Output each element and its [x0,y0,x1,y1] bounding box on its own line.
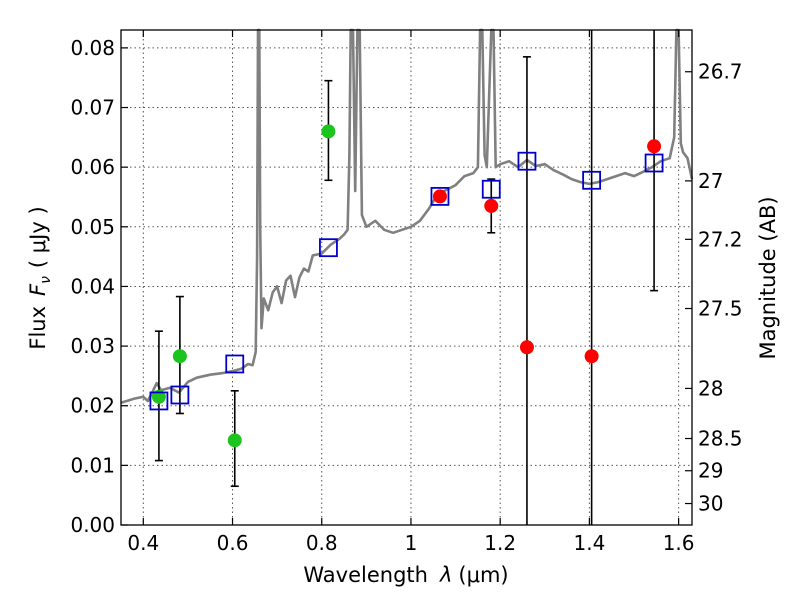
model-flux-square [517,151,537,171]
mag-tick-label: 28.5 [698,427,743,451]
y-tick-label: 0.03 [70,334,115,358]
mag-tick-label: 26.7 [698,60,743,84]
nir-point [584,349,599,364]
model-flux-square [319,238,338,258]
mag-tick-label: 27 [698,169,723,193]
model-flux-square [149,391,169,411]
optical-point [172,349,187,364]
x-tick-label: 1.6 [663,531,695,555]
y-tick-label: 0.06 [70,155,115,179]
model-flux-square [582,170,602,190]
axis-ticks: 0.4 0.6 0.8 1 1.2 1.4 1.6 0.00 0.01 0.02 0.03 0.04 0… [70,30,743,555]
nir-point [647,139,662,154]
optical-point [321,124,336,139]
model-flux-square [644,153,664,173]
mag-tick-label: 29 [698,459,723,483]
x-tick-label: 1.2 [484,531,516,555]
x-tick-label: 1 [405,531,418,555]
y-tick-label: 0.04 [70,274,115,298]
model-flux-square [170,385,190,405]
x-tick-label: 0.4 [127,531,159,555]
mag-tick-label: 30 [698,492,723,516]
x-tick-label: 0.6 [217,531,249,555]
grid-lines [121,30,692,525]
y-tick-label: 0.05 [70,215,115,239]
y2-axis-title: Magnitude (AB) [756,196,780,359]
y-axis-title: FluxFν( μJy ) [26,206,54,349]
series-layer [120,28,694,525]
y-tick-label: 0.07 [70,96,115,120]
y-tick-label: 0.08 [70,36,115,60]
mag-tick-label: 28 [698,376,723,400]
x-tick-label: 1.4 [573,531,605,555]
y-tick-label: 0.02 [70,394,115,418]
y-tick-label: 0.01 [70,453,115,477]
x-tick-label: 0.8 [306,531,338,555]
mag-tick-label: 27.2 [698,227,743,251]
model-flux-square [225,354,245,374]
nir-point [519,340,534,355]
nir-point [484,198,499,213]
model-flux-square [481,179,501,199]
mag-tick-label: 27.5 [698,297,743,321]
model-flux-square [430,186,450,206]
plot-frame [120,29,693,526]
nir-point [432,189,447,204]
y-tick-label: 0.00 [70,513,115,537]
x-axis-title: Wavelength λ (μm) [303,563,508,587]
optical-point [227,433,242,448]
